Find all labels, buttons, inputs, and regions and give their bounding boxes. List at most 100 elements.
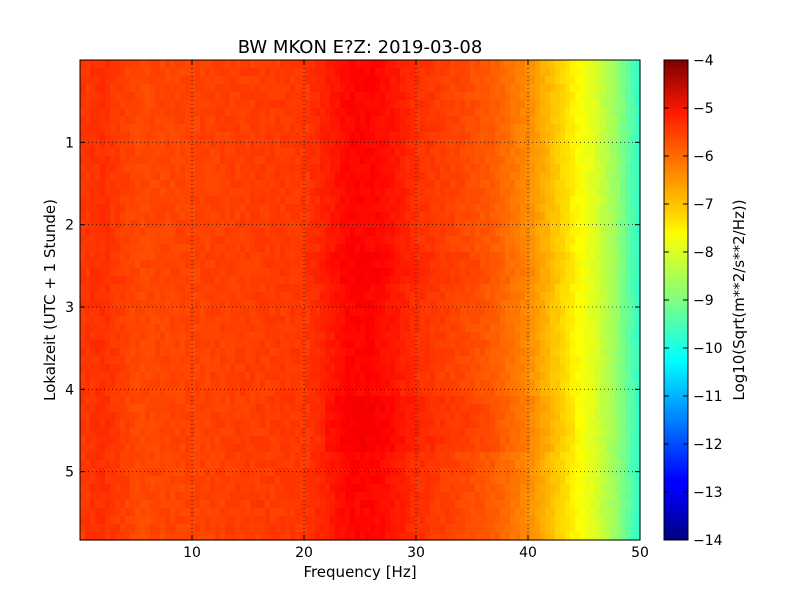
- heatmap-cell: [190, 444, 196, 453]
- heatmap-cell: [335, 380, 341, 389]
- heatmap-cell: [175, 316, 181, 325]
- heatmap-cell: [380, 500, 386, 509]
- heatmap-cell: [325, 404, 331, 413]
- heatmap-cell: [100, 284, 106, 293]
- heatmap-cell: [80, 500, 86, 509]
- heatmap-cell: [205, 252, 211, 261]
- heatmap-cell: [175, 276, 181, 285]
- heatmap-cell: [125, 220, 131, 229]
- heatmap-cell: [405, 172, 411, 181]
- heatmap-cell: [460, 140, 466, 149]
- heatmap-cell: [350, 212, 356, 221]
- heatmap-cell: [130, 252, 136, 261]
- heatmap-cell: [145, 404, 151, 413]
- heatmap-cell: [160, 132, 166, 141]
- heatmap-cell: [305, 156, 311, 165]
- heatmap-cell: [135, 460, 141, 469]
- heatmap-cell: [155, 428, 161, 437]
- heatmap-cell: [400, 316, 406, 325]
- heatmap-cell: [260, 428, 266, 437]
- heatmap-cell: [100, 364, 106, 373]
- heatmap-cell: [155, 356, 161, 365]
- heatmap-cell: [185, 92, 191, 101]
- heatmap-cell: [415, 244, 421, 253]
- heatmap-cell: [100, 332, 106, 341]
- heatmap-cell: [175, 148, 181, 157]
- heatmap-cell: [265, 156, 271, 165]
- heatmap-cell: [205, 212, 211, 221]
- heatmap-cell: [130, 68, 136, 77]
- heatmap-cell: [190, 180, 196, 189]
- heatmap-cell: [80, 244, 86, 253]
- heatmap-cell: [435, 428, 441, 437]
- heatmap-cell: [80, 380, 86, 389]
- heatmap-cell: [270, 292, 276, 301]
- heatmap-cell: [90, 420, 96, 429]
- heatmap-cell: [120, 244, 126, 253]
- heatmap-cell: [355, 292, 361, 301]
- heatmap-cell: [465, 172, 471, 181]
- heatmap-cell: [205, 476, 211, 485]
- heatmap-cell: [170, 420, 176, 429]
- heatmap-cell: [210, 332, 216, 341]
- heatmap-cell: [475, 372, 481, 381]
- heatmap-cell: [85, 372, 91, 381]
- heatmap-cell: [110, 236, 116, 245]
- heatmap-cell: [195, 460, 201, 469]
- heatmap-cell: [220, 364, 226, 373]
- heatmap-cell: [335, 484, 341, 493]
- heatmap-cell: [115, 60, 121, 69]
- heatmap-cell: [415, 100, 421, 109]
- heatmap-cell: [170, 92, 176, 101]
- heatmap-cell: [235, 412, 241, 421]
- heatmap-cell: [335, 100, 341, 109]
- heatmap-cell: [135, 140, 141, 149]
- heatmap-cell: [110, 332, 116, 341]
- heatmap-cell: [225, 292, 231, 301]
- heatmap-cell: [400, 348, 406, 357]
- heatmap-cell: [305, 76, 311, 85]
- heatmap-cell: [470, 460, 476, 469]
- heatmap-cell: [370, 324, 376, 333]
- heatmap-cell: [305, 340, 311, 349]
- heatmap-cell: [130, 516, 136, 525]
- heatmap-cell: [375, 452, 381, 461]
- heatmap-cell: [250, 364, 256, 373]
- heatmap-cell: [470, 372, 476, 381]
- heatmap-cell: [270, 84, 276, 93]
- heatmap-cell: [200, 524, 206, 533]
- heatmap-cell: [395, 436, 401, 445]
- heatmap-cell: [360, 76, 366, 85]
- heatmap-cell: [425, 148, 431, 157]
- heatmap-cell: [395, 212, 401, 221]
- heatmap-cell: [335, 252, 341, 261]
- heatmap-cell: [105, 132, 111, 141]
- heatmap-cell: [405, 284, 411, 293]
- heatmap-cell: [390, 356, 396, 365]
- heatmap-cell: [305, 396, 311, 405]
- heatmap-cell: [165, 444, 171, 453]
- heatmap-cell: [370, 180, 376, 189]
- heatmap-cell: [180, 68, 186, 77]
- heatmap-cell: [245, 460, 251, 469]
- heatmap-cell: [145, 300, 151, 309]
- heatmap-cell: [160, 172, 166, 181]
- heatmap-cell: [225, 300, 231, 309]
- heatmap-cell: [210, 228, 216, 237]
- heatmap-cell: [235, 484, 241, 493]
- heatmap-cell: [365, 308, 371, 317]
- heatmap-cell: [335, 196, 341, 205]
- heatmap-cell: [255, 172, 261, 181]
- heatmap-cell: [490, 276, 496, 285]
- heatmap-cell: [450, 532, 456, 541]
- heatmap-cell: [80, 172, 86, 181]
- heatmap-cell: [300, 420, 306, 429]
- heatmap-cell: [155, 316, 161, 325]
- heatmap-cell: [185, 508, 191, 517]
- heatmap-cell: [385, 180, 391, 189]
- heatmap-cell: [490, 460, 496, 469]
- heatmap-cell: [290, 316, 296, 325]
- heatmap-cell: [405, 372, 411, 381]
- heatmap-cell: [250, 100, 256, 109]
- heatmap-cell: [120, 412, 126, 421]
